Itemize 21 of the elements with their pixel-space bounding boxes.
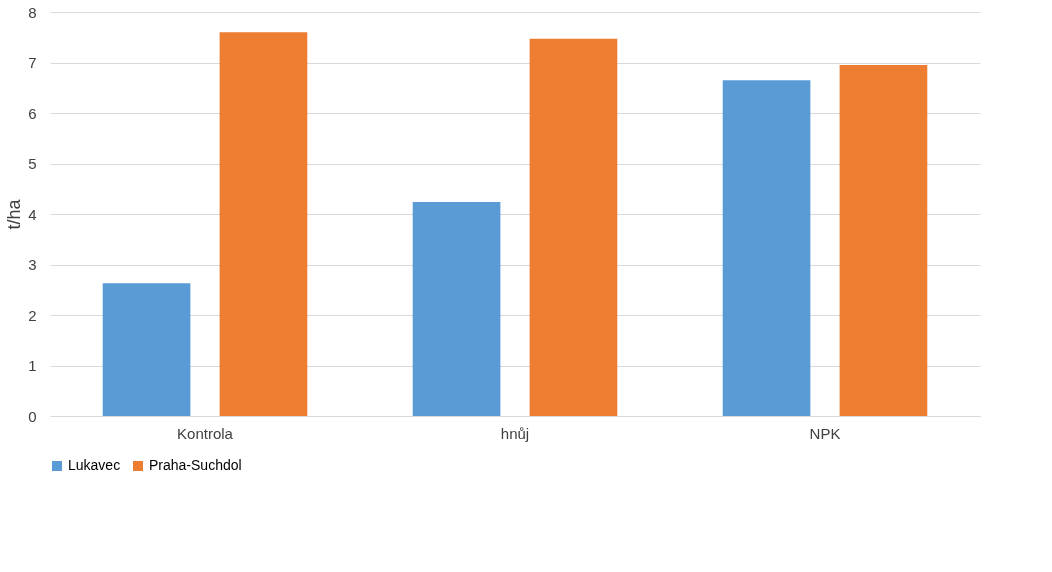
y-tick-label: 0 [28, 407, 37, 425]
bar [102, 283, 191, 416]
x-tick-label: hnůj [500, 424, 530, 442]
legend-label: Lukavec [68, 457, 121, 473]
bar [529, 38, 618, 416]
y-tick-label: 8 [28, 3, 37, 21]
bar [839, 65, 928, 416]
y-tick-label: 5 [28, 155, 37, 172]
y-tick-label: 2 [28, 306, 37, 324]
y-tick-label: 4 [28, 205, 37, 223]
bar [722, 80, 811, 416]
bar [219, 32, 308, 416]
y-tick-label: 7 [28, 54, 37, 71]
legend-label: Praha-Suchdol [149, 457, 242, 473]
y-axis-title: t/ha [4, 198, 25, 230]
y-tick-label: 1 [28, 357, 37, 374]
y-tick-label: 6 [28, 104, 37, 122]
x-tick-label: NPK [809, 424, 841, 442]
bar [412, 201, 501, 416]
y-tick-label: 3 [28, 256, 37, 273]
x-tick-label: Kontrola [177, 424, 234, 442]
